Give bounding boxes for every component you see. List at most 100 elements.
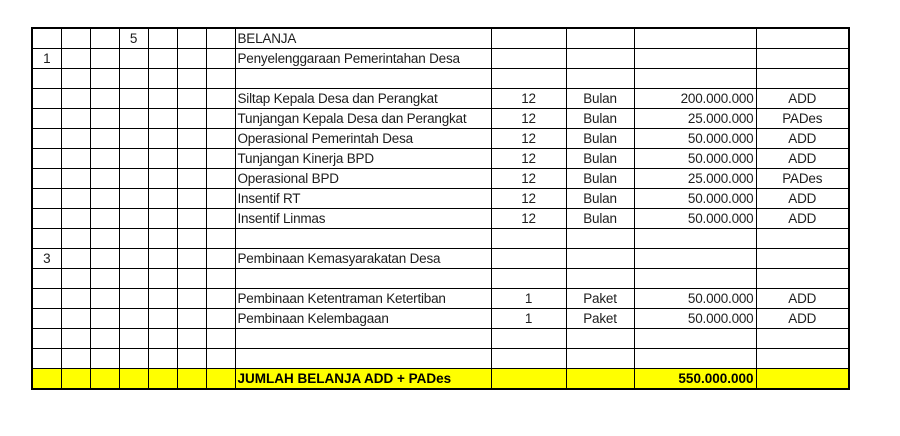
col-uraian-cell: Penyelenggaraan Pemerintahan Desa <box>234 48 492 69</box>
col-jumlah-cell <box>633 27 757 49</box>
col-code-2-cell <box>60 68 91 89</box>
col-code-5-cell <box>147 188 178 209</box>
col-code-5-cell <box>147 288 178 309</box>
col-code-7-cell <box>205 108 236 129</box>
col-code-6-cell <box>176 268 207 289</box>
col-code-6-cell <box>176 48 207 69</box>
col-uraian-cell: Siltap Kepala Desa dan Perangkat <box>234 88 492 109</box>
table-row: Operasional BPD 12 Bulan 25.000.000 PADes <box>31 168 850 189</box>
col-uraian-cell <box>234 348 492 369</box>
table-row: Operasional Pemerintah Desa 12 Bulan 50.000… <box>31 128 850 149</box>
col-jumlah-cell: 50.000.000 <box>633 208 757 229</box>
col-code-4-cell <box>118 228 149 249</box>
col-satuan-cell <box>565 328 635 349</box>
col-code-5-cell <box>147 268 178 289</box>
col-jumlah-cell: 25.000.000 <box>633 108 757 129</box>
col-code-5-cell <box>147 228 178 249</box>
col-code-4-cell <box>118 188 149 209</box>
col-code-6-cell <box>176 208 207 229</box>
col-code-5-cell <box>147 208 178 229</box>
table-row <box>31 228 850 249</box>
col-jumlah-cell <box>633 348 757 369</box>
col-code-5-cell <box>147 148 178 169</box>
col-code-1-cell <box>31 368 62 390</box>
col-satuan-cell <box>565 68 635 89</box>
col-code-1-cell <box>31 268 62 289</box>
col-code-7-cell <box>205 348 236 369</box>
col-sumber-dana-cell: ADD <box>755 148 850 169</box>
col-code-2-cell <box>60 188 91 209</box>
table-row: Pembinaan Ketentraman Ketertiban 1 Paket 50… <box>31 288 850 309</box>
table-row <box>31 328 850 349</box>
col-volume-cell: 12 <box>490 108 567 129</box>
col-satuan-cell: Bulan <box>565 108 635 129</box>
col-code-3-cell <box>89 288 120 309</box>
col-code-3-cell <box>89 328 120 349</box>
col-uraian-cell: Insentif Linmas <box>234 208 492 229</box>
col-jumlah-cell: 50.000.000 <box>633 288 757 309</box>
col-code-6-cell <box>176 188 207 209</box>
col-jumlah-cell <box>633 228 757 249</box>
col-code-4-cell <box>118 328 149 349</box>
col-sumber-dana-cell: ADD <box>755 88 850 109</box>
col-satuan-cell: Bulan <box>565 88 635 109</box>
col-sumber-dana-cell <box>755 348 850 369</box>
col-sumber-dana-cell <box>755 328 850 349</box>
col-satuan-cell: Paket <box>565 288 635 309</box>
col-code-1-cell: 1 <box>31 48 62 69</box>
col-code-1-cell <box>31 128 62 149</box>
col-code-4-cell <box>118 248 149 269</box>
col-code-2-cell <box>60 368 91 390</box>
table-row: 1 Penyelenggaraan Pemerintahan Desa <box>31 48 850 69</box>
col-code-2-cell <box>60 148 91 169</box>
col-code-3-cell <box>89 128 120 149</box>
col-code-2-cell <box>60 48 91 69</box>
budget-table: 5 BELANJA 1 Penyelenggaraan Pemerintahan De… <box>31 27 850 390</box>
col-code-2-cell <box>60 308 91 329</box>
col-uraian-cell: Pembinaan Ketentraman Ketertiban <box>234 288 492 309</box>
col-sumber-dana-cell: ADD <box>755 208 850 229</box>
col-code-3-cell <box>89 27 120 49</box>
col-satuan-cell: Bulan <box>565 168 635 189</box>
col-jumlah-cell: 25.000.000 <box>633 168 757 189</box>
col-code-3-cell <box>89 208 120 229</box>
table-row: Insentif Linmas 12 Bulan 50.000.000 ADD <box>31 208 850 229</box>
col-code-5-cell <box>147 108 178 129</box>
col-satuan-cell <box>565 348 635 369</box>
col-uraian-cell: BELANJA <box>234 27 492 49</box>
col-sumber-dana-cell <box>755 228 850 249</box>
col-volume-cell: 1 <box>490 288 567 309</box>
table-row <box>31 68 850 89</box>
col-code-2-cell <box>60 108 91 129</box>
col-code-2-cell <box>60 168 91 189</box>
col-code-4-cell <box>118 108 149 129</box>
col-jumlah-cell: 50.000.000 <box>633 148 757 169</box>
col-volume-cell <box>490 368 567 390</box>
table-row <box>31 348 850 369</box>
col-code-6-cell <box>176 328 207 349</box>
col-code-6-cell <box>176 368 207 390</box>
col-satuan-cell: Bulan <box>565 148 635 169</box>
col-uraian-cell <box>234 228 492 249</box>
col-code-4-cell <box>118 308 149 329</box>
col-code-6-cell <box>176 248 207 269</box>
col-volume-cell: 12 <box>490 148 567 169</box>
col-sumber-dana-cell <box>755 268 850 289</box>
col-code-5-cell <box>147 88 178 109</box>
table-row <box>31 268 850 289</box>
col-code-7-cell <box>205 188 236 209</box>
col-sumber-dana-cell: PADes <box>755 168 850 189</box>
col-code-4-cell <box>118 368 149 390</box>
col-volume-cell <box>490 27 567 49</box>
col-code-1-cell <box>31 328 62 349</box>
col-satuan-cell <box>565 48 635 69</box>
col-code-7-cell <box>205 208 236 229</box>
col-code-6-cell <box>176 308 207 329</box>
col-code-6-cell <box>176 128 207 149</box>
col-code-1-cell <box>31 188 62 209</box>
col-satuan-cell: Paket <box>565 308 635 329</box>
col-code-3-cell <box>89 268 120 289</box>
col-code-5-cell <box>147 328 178 349</box>
col-code-3-cell <box>89 228 120 249</box>
col-uraian-cell: Tunjangan Kepala Desa dan Perangkat <box>234 108 492 129</box>
